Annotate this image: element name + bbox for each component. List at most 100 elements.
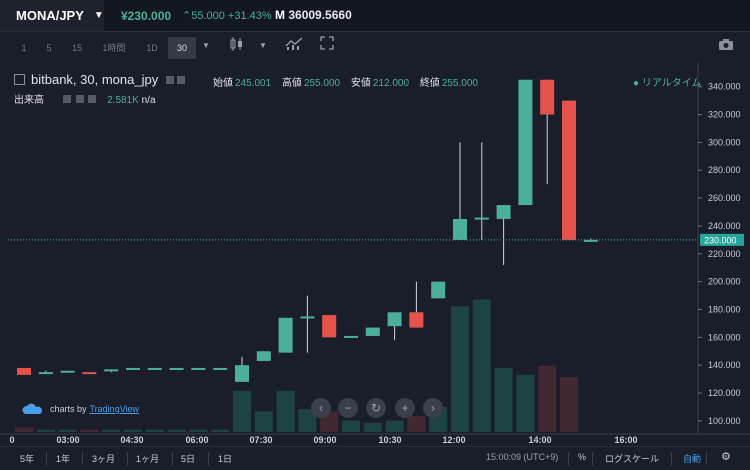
price-axis-bg <box>698 62 750 447</box>
candle-up <box>147 367 162 370</box>
chart-grid <box>0 62 750 447</box>
x-tick-label: 09:00 <box>313 435 336 445</box>
zoom-in-button[interactable]: + <box>395 398 415 418</box>
pair-selector[interactable]: MONA/JPY ▼ <box>0 0 104 31</box>
volume-bar <box>189 429 208 432</box>
chevron-down-icon: ▼ <box>93 10 104 21</box>
candle-up <box>235 365 249 382</box>
candle-up <box>344 335 358 338</box>
candle-down <box>562 100 576 240</box>
camera-icon[interactable] <box>718 38 734 54</box>
range-5d[interactable]: 5日 <box>181 454 196 464</box>
candle-down <box>409 312 424 328</box>
candle-up <box>300 316 315 319</box>
timeframe-5[interactable]: 5 <box>46 43 52 53</box>
x-tick-label: 0 <box>9 435 14 445</box>
chart-type-dropdown-icon[interactable]: ▼ <box>259 41 267 50</box>
volume-bar <box>276 390 295 432</box>
scroll-left-button[interactable]: ‹ <box>311 398 331 418</box>
candle-up <box>60 370 75 373</box>
zoom-out-button[interactable]: − <box>338 398 358 418</box>
settings-icon[interactable] <box>166 75 175 84</box>
timeframe-1[interactable]: 1 <box>21 43 27 53</box>
volume-bar <box>15 427 33 432</box>
candle-up <box>365 327 380 336</box>
scroll-right-button[interactable]: › <box>423 398 443 418</box>
collapse-icon[interactable] <box>14 74 25 85</box>
y-tick-label: 300.000 <box>708 137 741 147</box>
volume-legend: 出来高 2.581K n/a <box>14 95 156 106</box>
candle-up <box>191 367 206 370</box>
x-tick-label: 16:00 <box>614 435 637 445</box>
candle-up <box>583 239 598 242</box>
timeframe-1d[interactable]: 1D <box>146 43 158 53</box>
y-tick-label: 320.000 <box>708 110 741 120</box>
timeframe-1h[interactable]: 1時間 <box>102 43 126 53</box>
last-price-tag <box>700 233 744 246</box>
range-3m[interactable]: 3ヶ月 <box>92 454 116 464</box>
auto-scale-toggle[interactable]: 自動 <box>683 454 702 464</box>
candle-up <box>431 281 446 299</box>
candle-up <box>278 317 293 353</box>
x-tick-label: 10:30 <box>378 435 401 445</box>
volume-bar <box>80 429 99 432</box>
x-tick-label: 07:30 <box>249 435 272 445</box>
volume-bar <box>363 422 382 432</box>
eye-icon[interactable] <box>177 75 186 84</box>
volume-readout: М 36009.5660 <box>275 8 352 22</box>
volume-bar <box>58 429 77 432</box>
y-tick-label: 340.000 <box>708 82 741 92</box>
fullscreen-icon[interactable] <box>320 36 334 53</box>
volume-bar <box>472 299 491 432</box>
y-tick-label: 200.000 <box>708 277 741 287</box>
price-chart[interactable]: 100.000 120.000 140.000 160.000 180.000 200.0… <box>0 62 750 447</box>
range-1y[interactable]: 1年 <box>56 454 71 464</box>
timeframe-15[interactable]: 15 <box>71 43 82 53</box>
volume-bar <box>342 420 360 432</box>
candle-down <box>17 367 31 375</box>
gear-icon[interactable]: ⚙ <box>721 451 731 463</box>
volume-bar <box>516 374 535 432</box>
candles-icon[interactable] <box>230 36 244 55</box>
timeframe-30[interactable]: 30 <box>168 37 196 59</box>
volume-bar <box>102 429 121 432</box>
volume-bar <box>124 429 142 432</box>
candles <box>17 79 598 382</box>
eye-icon[interactable] <box>75 95 84 103</box>
candle-up <box>38 372 53 375</box>
close-icon[interactable] <box>88 95 97 103</box>
y-tick-label: 100.000 <box>708 416 741 426</box>
pair-label: MONA/JPY <box>16 8 84 23</box>
candle-up <box>213 367 228 370</box>
bottom-bar: 5年 1年 3ヶ月 1ヶ月 5日 1日 15:00:09 (UTC+9) % ロ… <box>0 446 750 470</box>
range-5y[interactable]: 5年 <box>20 454 35 464</box>
y-tick-label: 280.000 <box>708 165 741 175</box>
x-tick-label: 12:00 <box>442 435 465 445</box>
indicators-icon[interactable] <box>285 36 303 53</box>
volume-bar <box>211 429 230 432</box>
log-scale-toggle[interactable]: ログスケール <box>605 454 660 464</box>
chart-toolbar: 1 5 15 1時間 1D 30 ▼ ▼ <box>0 32 750 62</box>
percent-toggle[interactable]: % <box>578 452 587 462</box>
volume-bar <box>167 429 186 432</box>
last-price-label: 230.000 <box>704 235 737 245</box>
y-tick-label: 260.000 <box>708 193 741 203</box>
reset-button[interactable]: ↻ <box>366 398 386 418</box>
x-tick-label: 03:00 <box>56 435 79 445</box>
x-tick-label: 06:00 <box>185 435 208 445</box>
y-tick-label: 160.000 <box>708 332 741 342</box>
candle-down <box>82 372 97 375</box>
price-axis: 100.000 120.000 140.000 160.000 180.000 200.0… <box>8 82 744 426</box>
volume-bar <box>298 409 317 432</box>
settings-icon[interactable] <box>62 95 71 103</box>
range-1m[interactable]: 1ヶ月 <box>136 454 160 464</box>
candle-down <box>540 79 555 115</box>
tradingview-watermark[interactable]: charts by TradingView <box>22 403 139 415</box>
volume-bars <box>15 299 578 432</box>
ohlc-readout: 始値 245.001 高値 255.000 安値 212.000 終値 255.000 <box>213 78 478 89</box>
price-change: ⌃55.000 +31.43% <box>182 10 272 22</box>
volume-bar <box>494 368 513 432</box>
range-1d[interactable]: 1日 <box>218 454 233 464</box>
timeframe-dropdown-icon[interactable]: ▼ <box>202 41 210 50</box>
y-tick-label: 120.000 <box>708 388 741 398</box>
